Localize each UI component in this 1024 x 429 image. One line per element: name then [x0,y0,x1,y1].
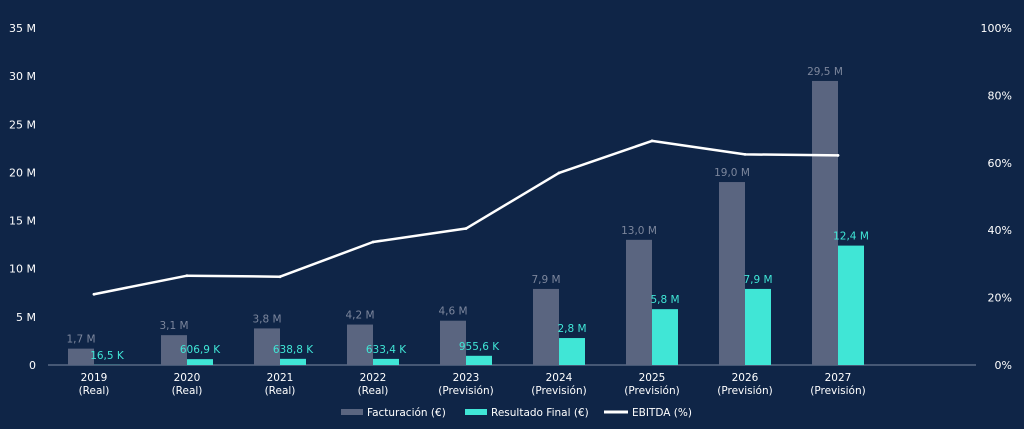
ebitda-point [185,274,189,278]
x-axis-status-label: (Real) [358,385,389,397]
resultado-bar [652,309,678,365]
resultado-bar [373,358,399,365]
resultado-bar [187,359,213,365]
left-axis-tick-label: 35 M [9,22,36,35]
ebitda-line-group [92,139,840,296]
x-axis-year-label: 2024 [546,372,573,384]
x-axis-status-label: (Previsión) [624,385,679,397]
facturacion-data-label: 19,0 M [714,167,750,179]
facturacion-bar [533,288,559,365]
x-axis-year-label: 2020 [174,372,201,384]
bar-labels: 1,7 M 3,1 M 3,8 M 4,2 M 4,6 M 7,9 M 13,0 M 19,0… [66,66,868,362]
x-axis: 2019(Real)2020(Real)2021(Real)2022(Real)… [79,372,866,397]
right-axis-tick-label: 0% [995,359,1012,372]
x-axis-status-label: (Real) [172,385,203,397]
resultado-bar [280,358,306,365]
resultado-bar [745,288,771,365]
ebitda-point [836,153,840,157]
resultado-data-label: 955,6 K [459,341,500,353]
ebitda-point [650,139,654,143]
resultado-data-label: 12,4 M [833,231,869,243]
left-axis-tick-label: 30 M [9,70,36,83]
resultado-data-label: 16,5 K [90,350,125,362]
facturacion-bar [347,324,373,365]
x-axis-year-label: 2022 [360,372,387,384]
ebitda-point [371,240,375,244]
x-axis-year-label: 2027 [825,372,852,384]
ebitda-point [92,292,96,296]
facturacion-data-label: 1,7 M [66,334,95,346]
resultado-data-label: 633,4 K [366,344,407,356]
left-axis-tick-label: 25 M [9,118,36,131]
legend-label: EBITDA (%) [632,407,692,419]
x-axis-year-label: 2026 [732,372,759,384]
right-axis-tick-label: 100% [981,22,1012,35]
x-axis-status-label: (Previsión) [810,385,865,397]
x-axis-year-label: 2025 [639,372,666,384]
ebitda-point [557,171,561,175]
facturacion-data-label: 29,5 M [807,66,843,78]
right-axis-tick-label: 80% [988,89,1012,102]
legend: Facturación (€) Resultado Final (€) EBITDA… [341,407,692,419]
legend-swatch [465,409,487,415]
right-axis-tick-label: 20% [988,292,1012,305]
resultado-data-label: 7,9 M [743,274,772,286]
resultado-bar [559,338,585,365]
facturacion-data-label: 3,8 M [252,313,281,325]
resultado-data-label: 638,8 K [273,344,314,356]
left-axis-tick-label: 20 M [9,166,36,179]
x-axis-year-label: 2019 [81,372,108,384]
resultado-bar [838,245,864,365]
ebitda-point [743,152,747,156]
legend-label: Resultado Final (€) [491,407,589,419]
ebitda-point [464,227,468,230]
resultado-bar [466,355,492,365]
left-axis-tick-label: 0 [29,359,36,372]
facturacion-bar [68,348,94,365]
facturacion-data-label: 3,1 M [159,320,188,332]
x-axis-year-label: 2023 [453,372,480,384]
x-axis-status-label: (Previsión) [531,385,586,397]
left-axis-tick-label: 15 M [9,215,36,228]
x-axis-year-label: 2021 [267,372,294,384]
x-axis-status-label: (Real) [79,385,110,397]
facturacion-data-label: 4,2 M [345,310,374,322]
legend-label: Facturación (€) [367,407,446,419]
facturacion-data-label: 4,6 M [438,306,467,318]
facturacion-data-label: 7,9 M [531,274,560,286]
facturacion-bar [719,182,745,365]
facturacion-data-label: 13,0 M [621,225,657,237]
right-axis-tick-label: 40% [988,224,1012,237]
x-axis-status-label: (Real) [265,385,296,397]
x-axis-status-label: (Previsión) [717,385,772,397]
facturacion-bar [440,320,466,365]
x-axis-status-label: (Previsión) [438,385,493,397]
resultado-data-label: 606,9 K [180,344,221,356]
left-axis-tick-label: 5 M [16,311,36,324]
right-axis-tick-label: 60% [988,157,1012,170]
facturacion-bar [161,335,187,365]
right-axis: 0% 20% 40% 60% 80% 100% [981,22,1012,372]
ebitda-point [278,275,282,279]
facturacion-bar [626,239,652,365]
bars [68,80,864,365]
left-axis: 0 5 M 10 M 15 M 20 M 25 M 30 M 35 M [9,22,36,372]
resultado-data-label: 5,8 M [650,294,679,306]
facturacion-bar [812,80,838,365]
facturacion-bar [254,328,280,365]
resultado-data-label: 2,8 M [557,323,586,335]
left-axis-tick-label: 10 M [9,263,36,276]
legend-swatch [341,409,363,415]
